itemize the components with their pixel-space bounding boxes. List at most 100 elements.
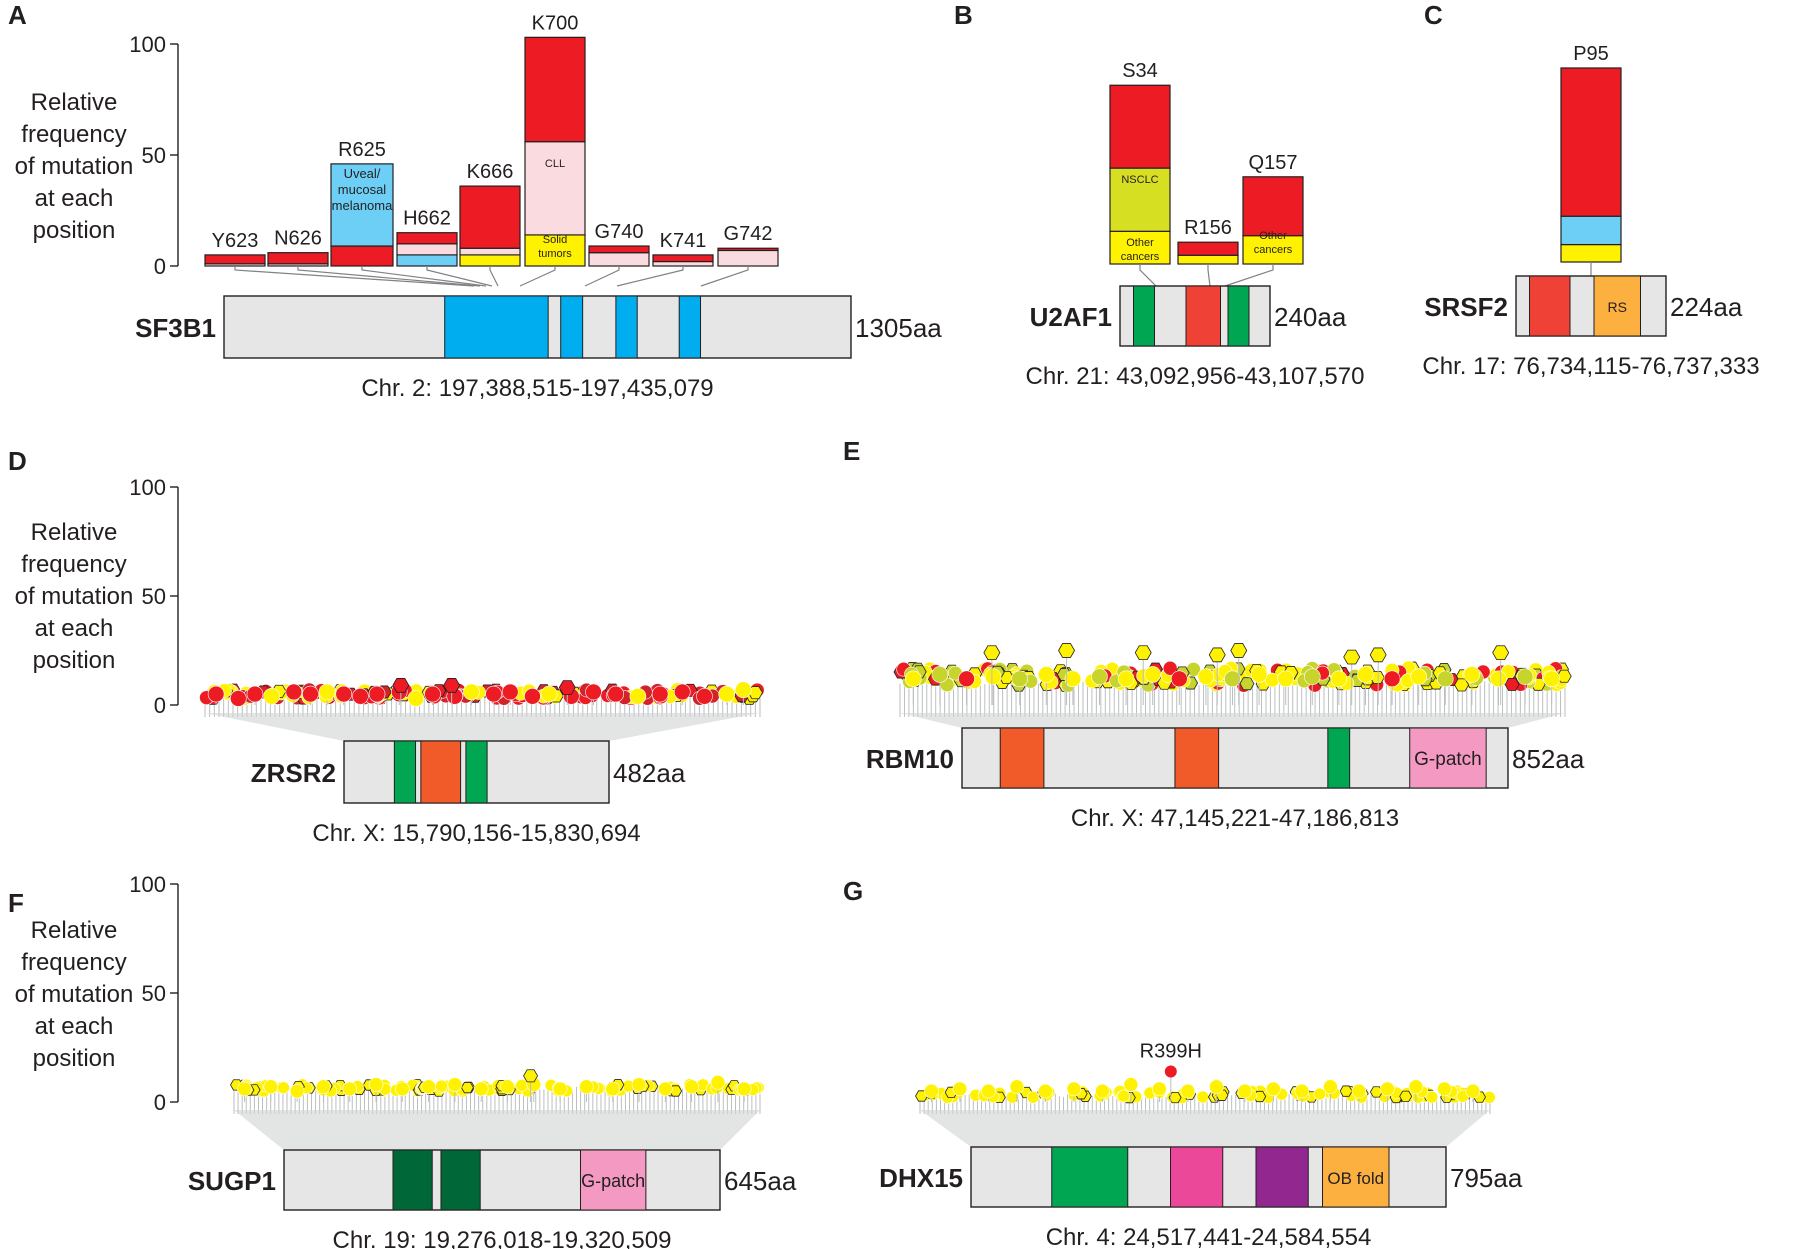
E-mutation-dot — [958, 670, 975, 688]
F-mutation-dot — [658, 1081, 673, 1097]
D-mutation-hex — [443, 678, 461, 693]
B-bar-segment — [1109, 167, 1171, 232]
G-domain-label: OB fold — [1327, 1169, 1384, 1188]
F-mutation-dot — [710, 1075, 726, 1090]
A-segment-label: CLL — [545, 158, 565, 170]
G-mutation-dot — [1351, 1083, 1367, 1099]
E-mutation-hex — [1492, 645, 1510, 661]
G-mutation-dot — [1209, 1079, 1224, 1095]
A-y-tick-label: 50 — [142, 143, 166, 168]
F-mutation-dot — [605, 1081, 621, 1097]
E-mutation-dot — [931, 666, 949, 683]
E-mutation-dot — [1197, 668, 1215, 685]
D-mutation-dot — [352, 687, 369, 705]
G-domain — [1322, 1146, 1390, 1208]
G-domain — [1255, 1146, 1309, 1208]
B-bar-label: R156 — [1184, 217, 1232, 239]
E-mutation-dot — [1410, 668, 1427, 685]
F-domain-label: G-patch — [581, 1171, 645, 1191]
D-y-tick-label: 100 — [129, 475, 166, 500]
E-mutation-dot — [1038, 666, 1055, 683]
E-mutation-hex — [1230, 643, 1248, 658]
G-mutation-dot — [1425, 1090, 1439, 1104]
B-segment-label: Other — [1259, 230, 1287, 242]
G-mutation-hex — [1399, 1090, 1413, 1102]
A-segment-label: mucosal — [338, 182, 387, 197]
B-bar-segment — [1242, 176, 1304, 237]
B-bar-segment — [1177, 254, 1239, 265]
C-protein-length: 224aa — [1670, 292, 1743, 322]
F-protein-bar — [283, 1149, 721, 1211]
F-mutation-dot — [631, 1077, 647, 1092]
E-mutation-dot — [1490, 670, 1507, 688]
A-connector — [489, 266, 499, 287]
E-mutation-dot — [984, 668, 1002, 685]
G-fan — [920, 1110, 1490, 1147]
A-y-tick-label: 100 — [129, 32, 166, 57]
C-bar-segment — [1560, 67, 1622, 217]
D-fan — [205, 713, 760, 741]
F-domain — [392, 1149, 433, 1211]
E-mutation-dot — [1264, 672, 1280, 688]
F-y-axis-label: Relative — [31, 917, 118, 944]
B-connector — [1139, 264, 1157, 287]
E-mutation-dot — [1144, 666, 1161, 683]
B-segment-label: cancers — [1121, 251, 1160, 263]
B-segment-label: cancers — [1254, 244, 1293, 256]
A-connector — [361, 266, 487, 287]
E-mutation-hex — [1208, 647, 1226, 663]
G-mutation-dot — [1180, 1083, 1196, 1099]
F-mutation-dot — [368, 1077, 384, 1092]
A-bar-segment — [524, 141, 586, 236]
E-mutation-dot — [1304, 668, 1321, 685]
E-mutation-dot — [1171, 670, 1188, 688]
E-mutation-hex — [983, 645, 1001, 661]
F-mutation-dot — [447, 1077, 463, 1092]
E-mutation-hex — [1239, 677, 1255, 691]
B-segment-label: Other — [1126, 237, 1154, 249]
G-mutation-dot — [1237, 1083, 1253, 1099]
panel-label-E: E — [843, 436, 860, 466]
F-domain — [579, 1149, 647, 1211]
C-coords: Chr. 17: 76,734,115-76,737,333 — [1422, 353, 1759, 380]
D-y-tick-label: 0 — [154, 693, 166, 718]
A-connector — [519, 266, 556, 287]
E-mutation-dot — [1064, 670, 1082, 688]
B-connector — [1224, 264, 1274, 287]
A-bar-segment — [652, 254, 714, 263]
A-bar-segment — [204, 254, 266, 265]
A-connector — [426, 266, 493, 287]
G-mutation-dot — [1408, 1079, 1424, 1095]
D-mutation-dot — [607, 685, 625, 703]
F-mutation-dot — [395, 1081, 410, 1097]
D-mutation-dot — [585, 683, 602, 701]
E-mutation-dot — [1357, 666, 1374, 683]
A-y-axis-label: frequency — [21, 121, 126, 148]
A-gene-name: SF3B1 — [135, 313, 216, 343]
D-gene-name: ZRSR2 — [251, 758, 336, 788]
D-domain — [465, 740, 488, 804]
F-mutation-dot — [684, 1079, 699, 1095]
D-y-axis-label: of mutation — [15, 583, 134, 610]
E-mutation-hex — [1058, 643, 1075, 658]
D-y-axis-label: at each — [35, 615, 114, 642]
A-connector — [297, 266, 481, 287]
F-mutation-dot — [237, 1081, 252, 1097]
G-mutation-dot — [1152, 1081, 1167, 1097]
A-bar-label: N626 — [274, 228, 322, 250]
F-y-axis-label: at each — [35, 1013, 114, 1040]
B-segment-label: NSCLC — [1121, 174, 1158, 186]
G-mutation-dot — [1380, 1081, 1395, 1097]
E-mutation-dot — [1224, 670, 1241, 688]
B-domain — [1227, 285, 1250, 347]
E-domain — [1174, 727, 1220, 789]
D-mutation-dot — [263, 687, 280, 705]
B-bar-segment — [1109, 230, 1171, 265]
D-protein-length: 482aa — [613, 758, 686, 788]
D-mutation-dot — [463, 683, 480, 701]
F-mutation-dot — [289, 1083, 305, 1099]
F-mutation-hex — [523, 1069, 539, 1083]
A-bar-segment — [396, 254, 458, 267]
A-bar-segment — [717, 247, 779, 252]
B-bar-label: Q157 — [1249, 152, 1298, 174]
